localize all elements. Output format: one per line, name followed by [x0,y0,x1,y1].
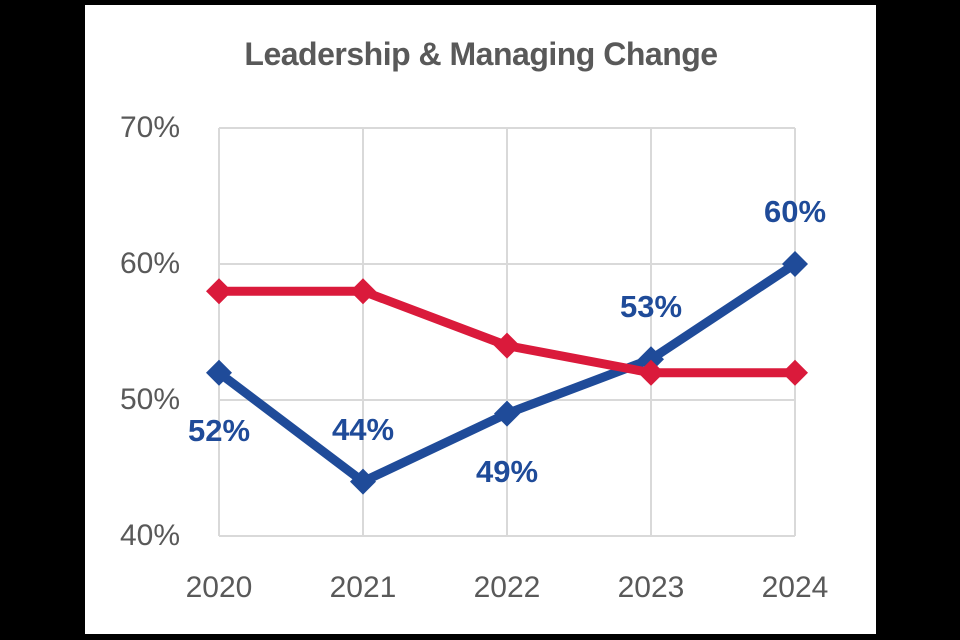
marker-red-2024 [782,359,808,386]
marker-blue-2024 [782,251,808,277]
x-axis-tick-label-2023: 2023 [617,571,685,604]
data-label-blue-2020: 52% [187,412,251,448]
data-label-blue-2022: 49% [475,453,539,489]
marker-red-2020 [206,278,232,305]
x-axis-tick-label-2024: 2024 [761,571,829,604]
marker-blue-2021 [350,468,376,495]
marker-blue-2022 [494,400,520,427]
data-label-blue-2021: 44% [331,411,395,447]
x-axis-tick-label-2020: 2020 [185,571,253,604]
marker-blue-2023 [638,346,664,373]
x-axis-tick-label-2021: 2021 [329,571,397,604]
y-axis-tick-label-70%: 70% [119,111,180,144]
marker-blue-2020 [206,359,232,386]
y-axis-tick-label-50%: 50% [119,383,180,416]
marker-red-2022 [494,332,520,359]
x-axis-tick-label-2022: 2022 [473,571,541,604]
y-axis-tick-label-40%: 40% [119,519,180,552]
marker-red-2023 [638,359,664,386]
y-axis-tick-label-60%: 60% [119,247,180,280]
chart-card [85,5,876,634]
chart-title: Leadership & Managing Change [244,36,718,72]
data-label-blue-2024: 60% [763,194,827,229]
data-label-blue-2023: 53% [619,289,683,325]
marker-red-2021 [350,278,376,305]
